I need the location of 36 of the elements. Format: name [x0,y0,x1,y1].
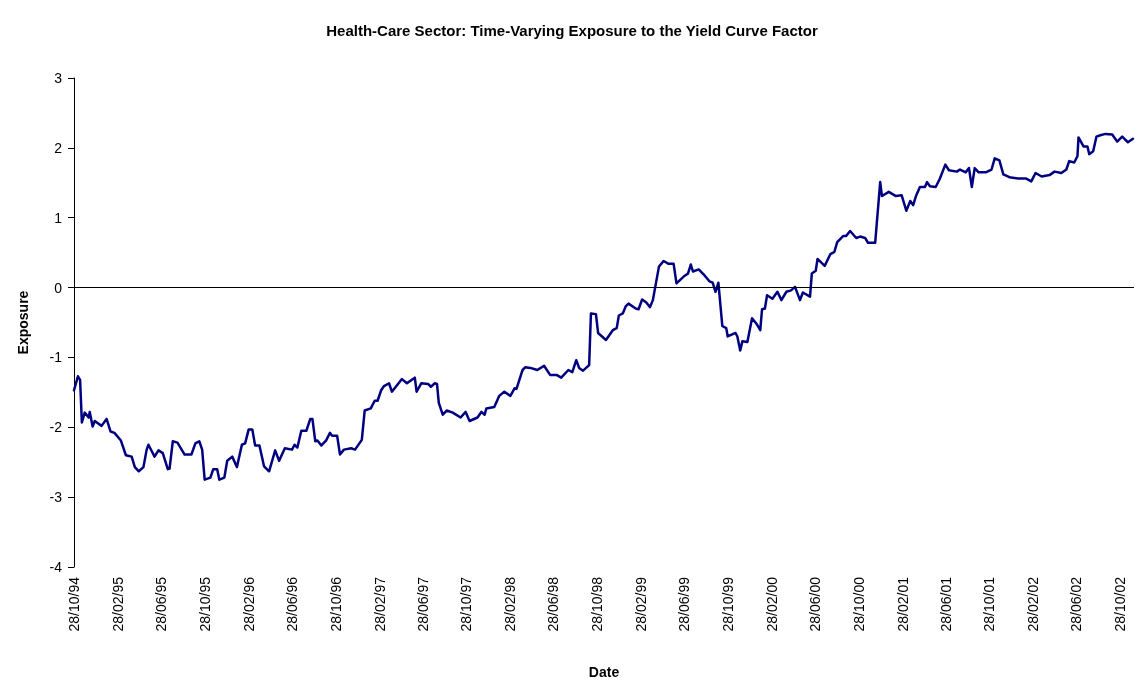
x-tick-label: 28/06/98 [545,576,562,632]
x-tick-label: 28/06/00 [807,576,824,632]
x-tick-label: 28/02/01 [894,576,911,632]
y-tick-label: 1 [54,209,63,226]
x-tick-label: 28/06/95 [152,576,169,632]
x-tick-label: 28/06/01 [937,576,954,632]
y-axis-title: Exposure [15,290,31,355]
y-tick-label: 0 [54,279,63,296]
x-tick-label: 28/10/94 [66,576,82,632]
x-tick-label: 28/02/96 [240,576,257,632]
x-tick-label: 28/06/99 [676,576,693,632]
x-tick-label: 28/02/97 [371,576,388,632]
x-tick-label: 28/10/96 [327,576,344,632]
x-tick-label: 28/02/02 [1025,576,1042,632]
y-tick-label: 3 [54,70,63,86]
x-tick-label: 28/10/02 [1112,576,1129,632]
y-tick-label: -2 [49,419,63,436]
y-tick-label: -4 [49,559,63,575]
x-tick-label: 28/02/95 [110,576,127,632]
x-tick-label: 28/06/96 [284,576,301,632]
y-tick-label: -1 [49,349,63,366]
x-tick-label: 28/10/99 [719,576,736,632]
y-tick-label: 2 [54,139,63,156]
x-tick-label: 28/02/99 [633,576,650,632]
y-tick-label: -3 [49,489,63,506]
x-tick-label: 28/10/01 [981,576,998,632]
x-tick-label: 28/02/00 [763,576,780,632]
x-tick-label: 28/02/98 [502,576,519,632]
x-tick-label: 28/10/95 [196,576,213,632]
x-tick-label: 28/10/97 [458,576,475,632]
x-tick-label: 28/06/02 [1068,576,1085,632]
chart-title: Health-Care Sector: Time-Varying Exposure to the Yield Curve Factor [326,22,818,39]
x-axis-title: Date [588,664,620,680]
x-tick-label: 28/06/97 [414,576,431,632]
x-tick-label: 28/10/00 [850,576,867,632]
x-tick-label: 28/10/98 [589,576,606,632]
